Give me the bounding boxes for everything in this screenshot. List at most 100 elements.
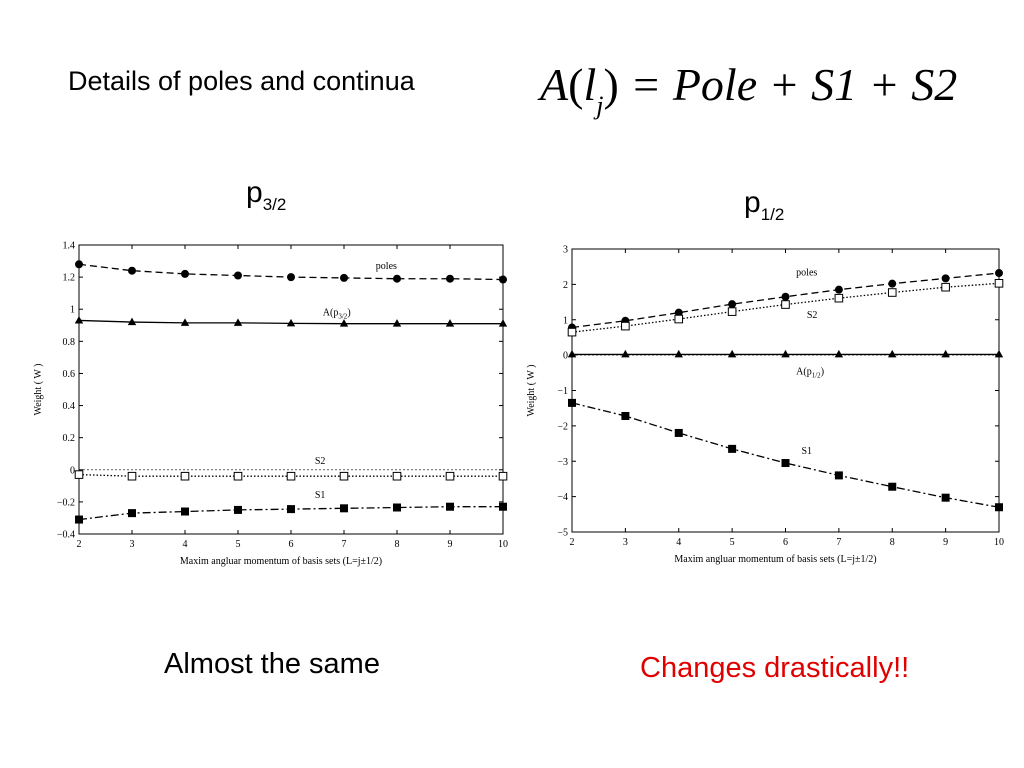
chart0-series-ap32-point xyxy=(445,319,455,327)
chart1-series-poles-point xyxy=(888,279,897,288)
chart1-series-s2-point xyxy=(567,327,577,337)
chart0-series-ap32-point xyxy=(286,318,296,327)
chart0-ytick-label: 0.6 xyxy=(63,369,76,380)
chart1-series-s1-point xyxy=(888,482,897,491)
chart1-series-s1-label: S1 xyxy=(802,446,813,457)
chart0-xtick-label: 10 xyxy=(498,539,508,550)
chart1-series-ap12-label: A(p1/2) xyxy=(796,367,824,380)
chart0-series-poles-point xyxy=(499,275,507,284)
left-caption: Almost the same xyxy=(164,648,380,680)
formula: A(lj) = Pole + S1 + S2 xyxy=(540,59,958,120)
chart1-xtick-label: 8 xyxy=(890,537,895,548)
chart0-series-s2-point xyxy=(286,471,296,481)
chart0-series-poles-point xyxy=(287,273,295,282)
chart1-ytick-label: 0 xyxy=(563,351,568,362)
chart0-series-s2-point xyxy=(74,470,84,479)
chart0-xtick-label: 3 xyxy=(130,539,135,550)
chart0-series-poles-point xyxy=(234,271,242,280)
chart1-series-poles-point xyxy=(834,285,843,294)
chart1-series-s2-label: S2 xyxy=(807,310,818,321)
slide-heading: Details of poles and continua xyxy=(68,66,415,96)
chart1-series-s1-point xyxy=(674,428,683,437)
formula-rhs: = Pole + S1 + S2 xyxy=(630,59,958,110)
chart0-xtick-label: 2 xyxy=(77,539,82,550)
chart0-series-s2-point xyxy=(233,471,243,481)
chart1-xtick-label: 7 xyxy=(836,537,841,548)
chart1-series-ap12-point xyxy=(781,349,790,358)
chart1-xtick-label: 2 xyxy=(570,537,575,548)
chart1-series-s1-point xyxy=(728,444,737,453)
chart0-series-s1-point xyxy=(287,505,295,514)
chart0-series-s1-point xyxy=(234,505,242,514)
chart1-series-s2-line xyxy=(571,282,1000,333)
chart0-ytick-label: 0.4 xyxy=(63,401,76,412)
chart0-series-poles-label: poles xyxy=(376,261,397,272)
chart1-series-s2-point xyxy=(941,282,950,292)
chart1-series-s1-point xyxy=(995,503,1003,512)
chart0-series-s2-label: S2 xyxy=(315,456,326,467)
chart1-series-s2-point xyxy=(674,314,684,324)
chart1-series-s2-point xyxy=(887,288,897,297)
chart0-series-ap32-point xyxy=(498,319,508,327)
chart0-ytick-label: 0.8 xyxy=(63,337,76,348)
chart0-series-s2-point xyxy=(498,471,508,481)
chart1-ytick-label: −1 xyxy=(557,386,568,397)
chart1-xtick-label: 3 xyxy=(623,537,628,548)
chart1-series-poles-point xyxy=(674,308,683,317)
chart0-ytick-label: −0.4 xyxy=(57,530,75,541)
chart0-series-s2-point xyxy=(445,471,455,481)
chart1-series-ap12-point xyxy=(567,349,577,358)
chart0-xtick-label: 8 xyxy=(395,539,400,550)
chart1-series-s2-point xyxy=(834,293,844,303)
chart0-series-s2-line xyxy=(78,473,503,477)
chart0-series-poles-point xyxy=(393,274,401,283)
chart1-xtick-label: 10 xyxy=(994,537,1004,548)
chart0-series-s2-point xyxy=(392,471,402,481)
chart1-ytick-label: 2 xyxy=(563,280,568,291)
chart1-xtick-label: 6 xyxy=(783,537,788,548)
chart1-series-s1-point xyxy=(781,459,790,468)
right-caption: Changes drastically!! xyxy=(640,652,910,684)
chart1-series-poles-point xyxy=(781,292,790,301)
formula-A: A xyxy=(540,59,569,110)
chart1-series-s1-point xyxy=(568,398,576,407)
chart1-ytick-label: −3 xyxy=(557,457,568,468)
chart0-series-poles-point xyxy=(75,260,83,269)
chart0-series-ap32-point xyxy=(180,318,190,326)
chart1-series-s2-point xyxy=(727,307,737,316)
chart0-series-ap32-point xyxy=(74,315,84,324)
chart0-series-s1-label: S1 xyxy=(315,490,326,501)
chart1-xtick-label: 4 xyxy=(676,537,681,548)
chart0-xtick-label: 9 xyxy=(448,539,453,550)
chart1-series-poles-point xyxy=(941,274,950,283)
chart1-series-s2-point xyxy=(994,279,1004,288)
chart1-series-ap12-point xyxy=(674,349,683,358)
chart0-ytick-label: −0.2 xyxy=(57,497,75,508)
chart0-series-s1-point xyxy=(128,509,136,518)
chart1-series-ap12-point xyxy=(834,349,844,358)
chart1-ytick-label: −2 xyxy=(557,421,568,432)
chart0-ytick-label: 0 xyxy=(70,465,75,476)
right-chart-label: p1/2 xyxy=(744,186,784,224)
chart0-ytick-label: 1 xyxy=(70,305,75,316)
chart1-ytick-label: 3 xyxy=(563,245,568,256)
chart0-series-s2-point xyxy=(180,471,190,481)
chart1-series-ap12-point xyxy=(994,349,1004,358)
right-label-main: p xyxy=(744,186,761,219)
chart1-xlabel: Maxim angluar momentum of basis sets (L=… xyxy=(674,554,876,565)
chart0-series-s1-point xyxy=(75,515,83,524)
chart0-series-poles-point xyxy=(128,266,136,275)
chart1-ytick-label: −4 xyxy=(557,492,568,503)
chart0-series-ap32-point xyxy=(392,319,402,327)
chart0-ytick-label: 1.2 xyxy=(63,273,76,284)
chart0-ytick-label: 0.2 xyxy=(63,433,76,444)
chart1-series-ap12-point xyxy=(727,349,737,358)
chart1-ytick-label: 1 xyxy=(563,315,568,326)
chart0-xtick-label: 4 xyxy=(183,539,188,550)
chart0-series-ap32-point xyxy=(233,318,243,326)
chart0-xtick-label: 5 xyxy=(236,539,241,550)
chart0-series-ap32-point xyxy=(339,319,349,327)
formula-l: l xyxy=(583,59,597,110)
